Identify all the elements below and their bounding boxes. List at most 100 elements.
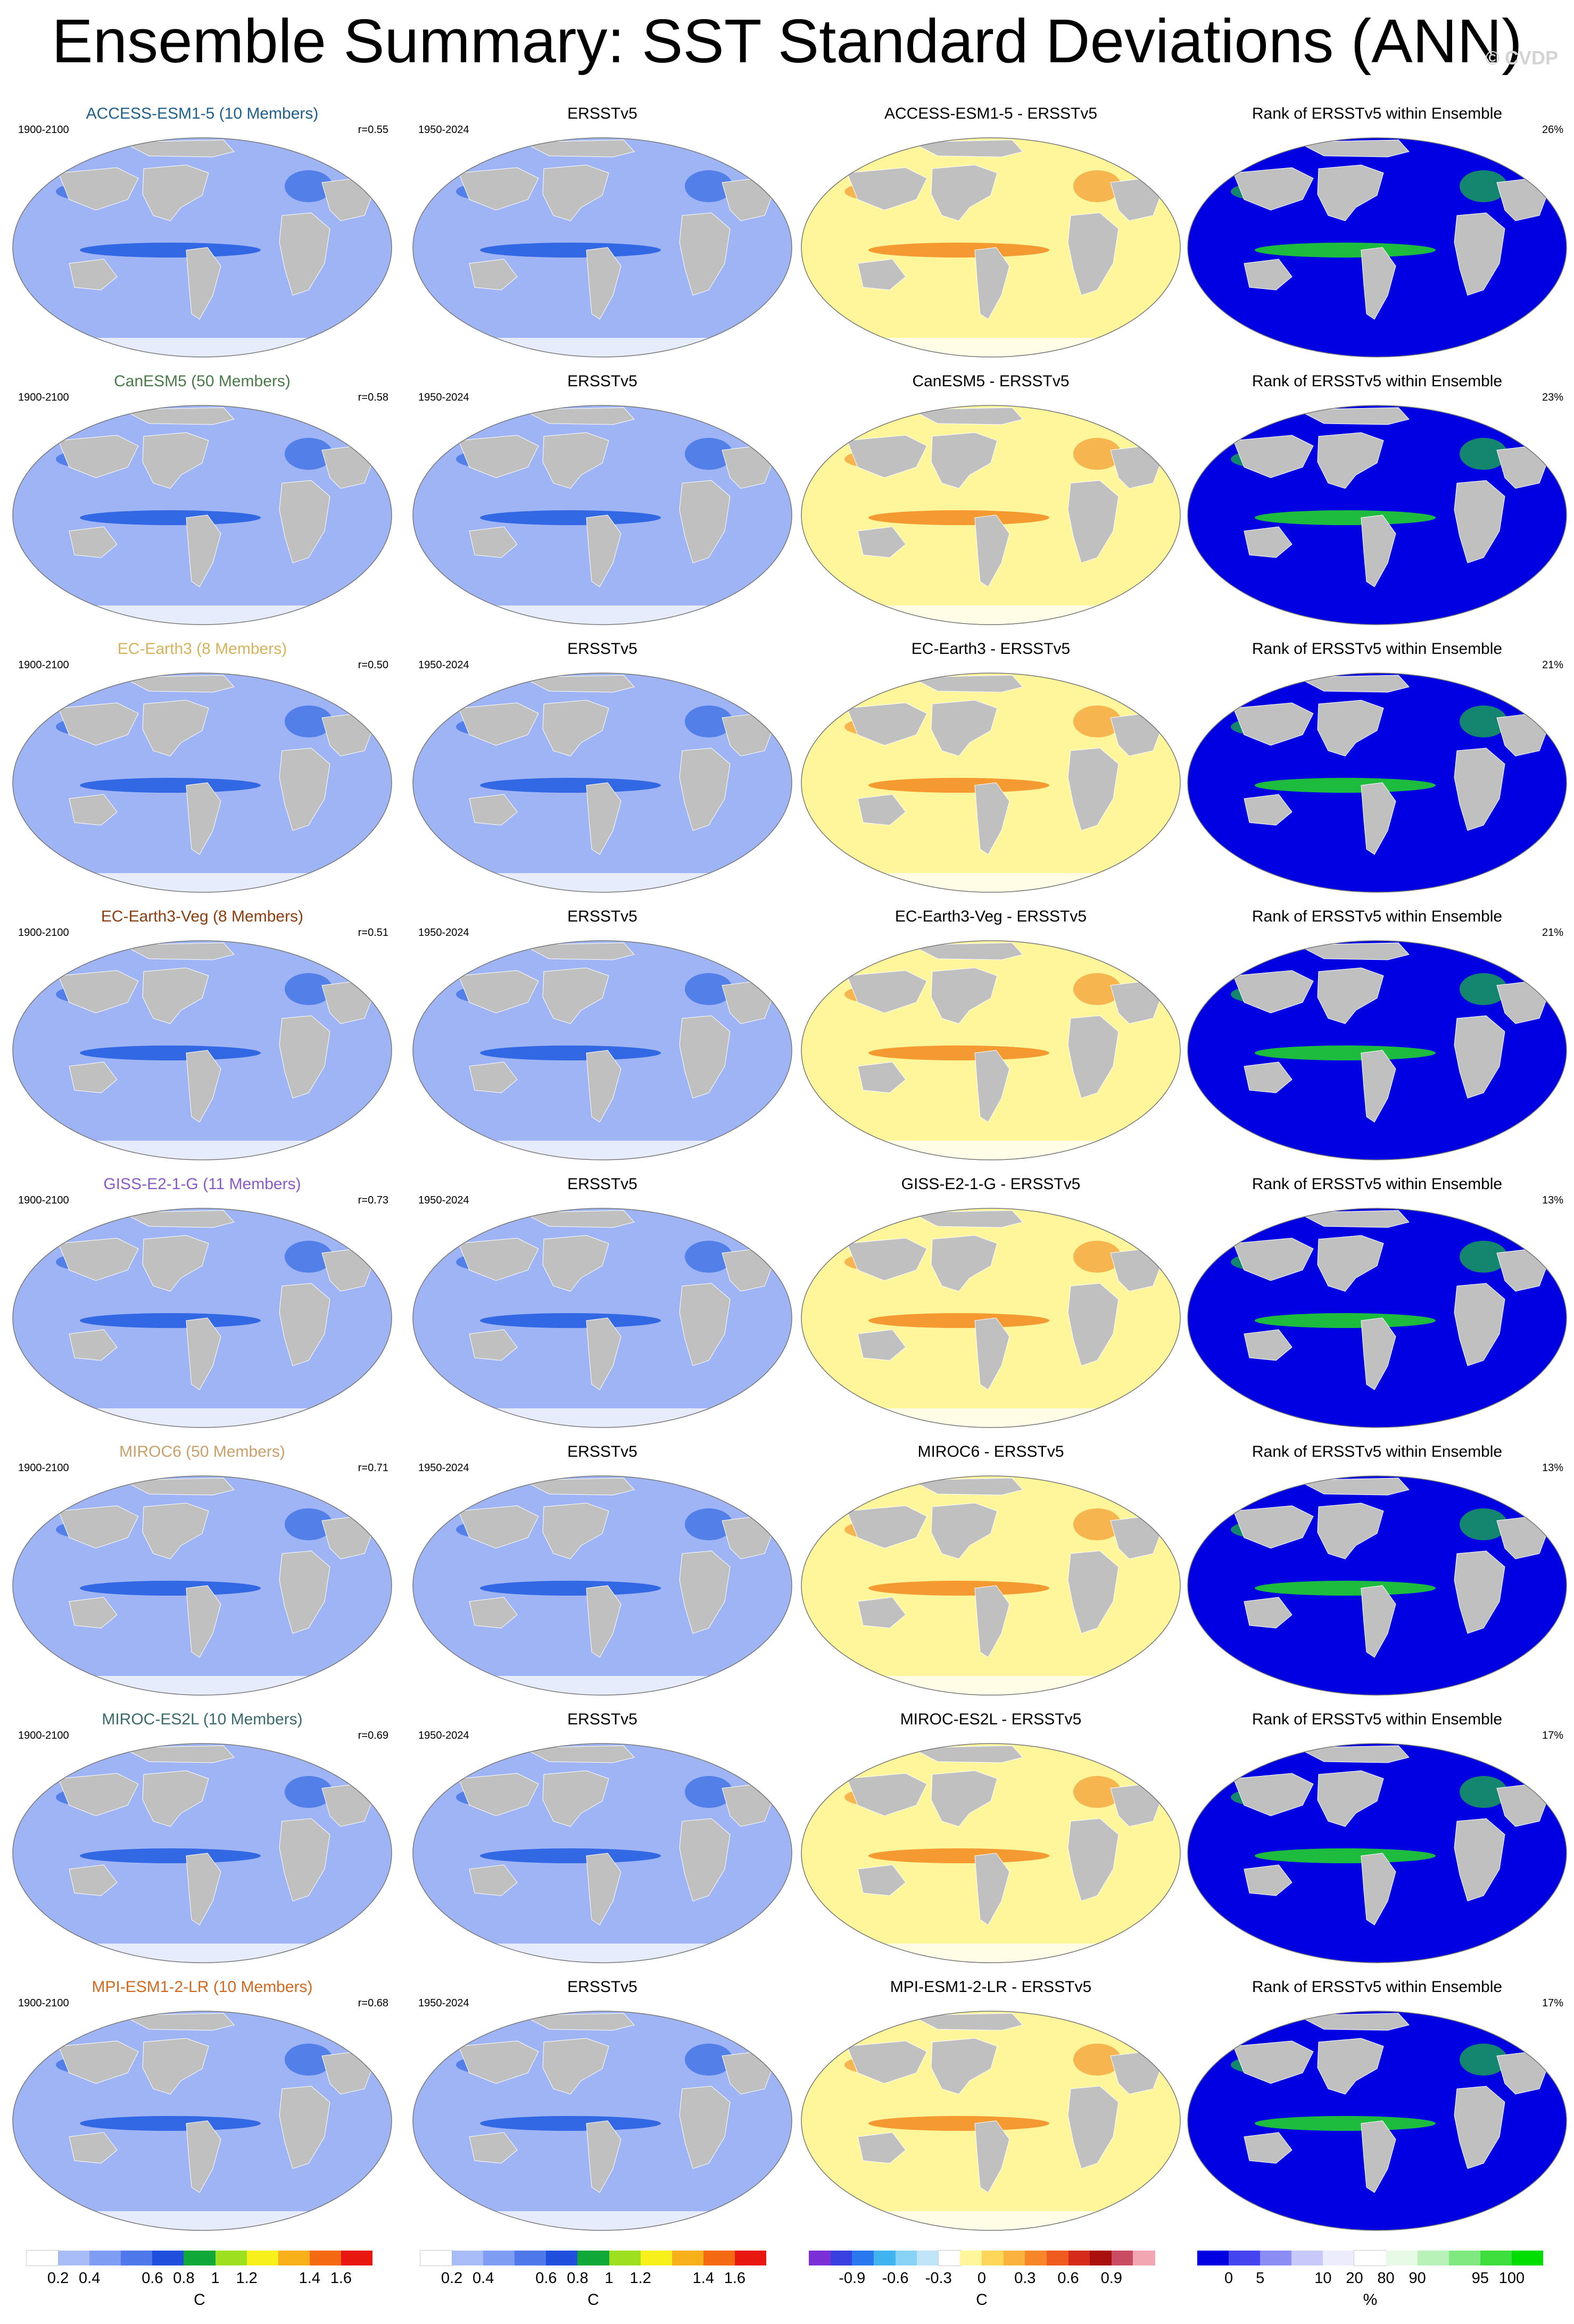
land-mass <box>458 1505 539 1549</box>
colorbar-row: 0.2 0.4 0.6 0.8 1 1.2 1.4 1.6 C 0.2 0.4 0.6 0.8 1 1.2 1… <box>0 2250 1574 2324</box>
ice-edge <box>13 1676 392 1695</box>
map-outline <box>12 1475 392 1696</box>
difference-title: MPI-ESM1-2-LR - ERSSTv5 <box>890 1978 1092 1996</box>
pattern-patch <box>685 973 733 1005</box>
land-mass <box>542 432 609 489</box>
map-outline <box>801 137 1181 358</box>
colorbar-tick-label: 20 <box>1346 2270 1363 2287</box>
land-mass <box>58 702 139 746</box>
world-map <box>12 2011 392 2231</box>
world-map <box>12 940 392 1160</box>
map-panel-obs: ERSSTv5 1950-2024 <box>411 1175 794 1447</box>
land-mass <box>469 526 518 558</box>
period-label: 1900-2100 <box>18 1730 69 1741</box>
land-mass <box>1233 1238 1314 1281</box>
land-mass <box>931 1235 998 1292</box>
colorbar-tick-label: 0.9 <box>1100 2270 1122 2287</box>
model-title: EC-Earth3 (8 Members) <box>117 640 287 658</box>
map-outline <box>412 673 792 893</box>
map-panel-diff: EC-Earth3-Veg - ERSSTv5 <box>799 908 1182 1179</box>
pattern-patch <box>1073 1508 1121 1540</box>
land-mass <box>58 435 139 478</box>
rank-percent: 17% <box>1542 1730 1563 1741</box>
period-label: 1950-2024 <box>418 124 469 136</box>
colorbar-swatch <box>420 2250 453 2266</box>
pattern-band <box>868 1848 1049 1863</box>
world-map <box>412 940 792 1160</box>
colorbar-swatch <box>982 2251 1004 2265</box>
colorbar-swatch <box>152 2251 184 2265</box>
colorbar-tick-label: 95 <box>1471 2270 1489 2287</box>
world-map <box>801 940 1181 1160</box>
period-label: 1900-2100 <box>18 1462 69 1474</box>
land-mass <box>1297 1210 1410 1228</box>
land-mass <box>69 2132 118 2164</box>
map-outline <box>801 940 1181 1160</box>
model-title: MIROC-ES2L (10 Members) <box>102 1711 303 1728</box>
world-map <box>801 1208 1181 1428</box>
land-mass <box>69 259 118 290</box>
ice-edge <box>801 2211 1180 2230</box>
map-outline <box>801 1475 1181 1696</box>
land-mass <box>847 970 927 1014</box>
land-mass <box>69 526 118 558</box>
land-mass <box>522 675 635 693</box>
colorbar-swatch <box>852 2251 874 2265</box>
land-mass <box>1233 970 1314 1014</box>
colorbar-tick-label: 0.2 <box>441 2270 463 2287</box>
land-mass <box>542 2038 609 2095</box>
colorbar-tick-label: 0.4 <box>79 2270 101 2287</box>
ice-edge <box>13 605 392 625</box>
land-mass <box>931 432 998 489</box>
pattern-patch <box>285 1776 333 1808</box>
land-mass <box>279 480 330 563</box>
land-mass <box>910 407 1023 425</box>
land-mass <box>279 1550 330 1634</box>
land-mass <box>122 1478 235 1496</box>
land-mass <box>122 675 235 693</box>
land-mass <box>69 794 118 826</box>
pattern-band <box>80 1045 261 1060</box>
colorbar-swatch <box>26 2250 59 2266</box>
world-map <box>801 137 1181 358</box>
world-map <box>412 1743 792 1963</box>
land-mass <box>847 435 927 478</box>
land-mass <box>586 1853 622 1925</box>
pattern-patch <box>285 973 333 1005</box>
period-label: 1900-2100 <box>18 392 69 403</box>
map-panel-diff: MPI-ESM1-2-LR - ERSSTv5 <box>799 1978 1182 2250</box>
pattern-band <box>1255 1848 1436 1863</box>
land-mass <box>186 782 221 855</box>
land-mass <box>142 967 209 1024</box>
colorbar-swatch <box>1260 2251 1292 2265</box>
land-mass <box>58 2040 139 2084</box>
map-outline <box>412 1475 792 1696</box>
page-title: Ensemble Summary: SST Standard Deviation… <box>52 6 1522 76</box>
pattern-band <box>80 1581 261 1596</box>
colorbar-swatch <box>1480 2251 1512 2265</box>
land-mass <box>122 1210 235 1228</box>
difference-title: GISS-E2-1-G - ERSSTv5 <box>901 1175 1081 1193</box>
land-mass <box>586 2120 622 2193</box>
colorbar-tick-label: 1 <box>604 2270 614 2287</box>
colorbar-tick-label: -0.9 <box>839 2270 866 2287</box>
map-outline <box>12 673 392 893</box>
ice-edge <box>801 605 1180 625</box>
land-mass <box>122 139 235 157</box>
colorbar-swatch <box>121 2251 153 2265</box>
land-mass <box>142 1503 209 1559</box>
colorbar-swatch <box>184 2251 216 2265</box>
land-mass <box>458 435 539 478</box>
land-mass <box>1454 212 1505 296</box>
map-panel-rank: Rank of ERSSTv5 within Ensemble 26% <box>1186 105 1569 376</box>
land-mass <box>974 1853 1010 1925</box>
land-mass <box>69 1329 118 1361</box>
colorbar-tick-label: 0.3 <box>1014 2270 1036 2287</box>
pattern-patch <box>1460 706 1507 737</box>
colorbar-swatch <box>734 2251 767 2265</box>
map-panel-diff: EC-Earth3 - ERSSTv5 <box>799 640 1182 911</box>
map-outline <box>801 2011 1181 2231</box>
land-mass <box>1067 1550 1119 1634</box>
ice-edge <box>413 1141 792 1160</box>
land-mass <box>679 212 731 296</box>
